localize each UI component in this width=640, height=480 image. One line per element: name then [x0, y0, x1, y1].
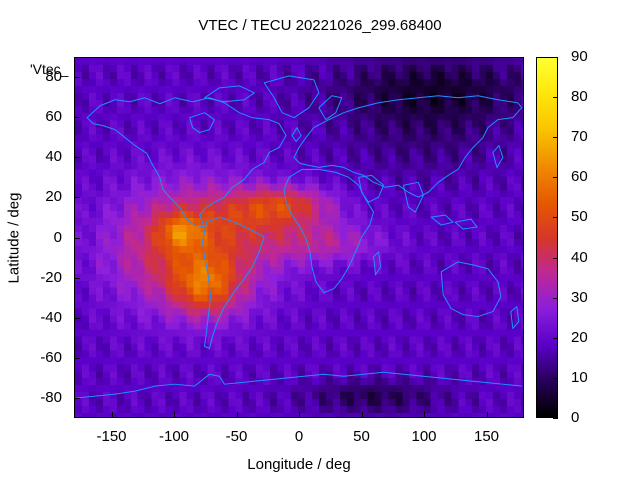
y-tick-mark: [74, 317, 80, 319]
y-tick-mark: [74, 157, 80, 159]
colorbar-tick-mark: [553, 418, 558, 419]
coastline-australia: [440, 261, 502, 318]
y-tick-label: -60: [40, 348, 62, 366]
colorbar: [536, 57, 558, 418]
x-tick-label: -50: [225, 428, 248, 445]
colorbar-tick-mark: [553, 297, 558, 299]
y-tick-mark: [74, 237, 80, 239]
y-tick-label: -40: [40, 308, 62, 326]
coastline-japan: [492, 145, 504, 168]
colorbar-tick-mark: [553, 337, 558, 339]
coastline-arabia: [358, 174, 385, 203]
y-tick-mark: [74, 197, 80, 199]
colorbar-tick-label: 40: [571, 248, 588, 266]
coastline-eurasia: [293, 95, 523, 198]
colorbar-tick-mark: [553, 137, 558, 139]
vtec-heatmap: [75, 58, 523, 417]
coastline-madagascar: [373, 251, 382, 276]
x-tick-label: -100: [158, 428, 190, 445]
coastline-india: [402, 181, 424, 213]
x-tick-label: 50: [353, 428, 370, 445]
colorbar-tick-mark: [553, 377, 558, 379]
coastline-new-zealand: [510, 306, 520, 329]
colorbar-tick-mark: [553, 57, 558, 58]
y-tick-mark: [74, 277, 80, 279]
y-tick-label: 60: [45, 108, 62, 126]
colorbar-tick-mark: [553, 97, 558, 99]
x-tick-mark: [174, 412, 175, 418]
x-tick-mark: [486, 412, 488, 418]
coastline-overlay: [75, 75, 523, 399]
coastline-arctic-islands: [204, 85, 255, 103]
colorbar-tick-label: 10: [571, 368, 588, 386]
x-tick-label: -150: [96, 428, 127, 445]
y-tick-label: 0: [53, 228, 62, 246]
x-tick-label: 150: [473, 428, 500, 445]
colorbar-tick-label: 60: [571, 168, 588, 186]
coastline-south-america: [202, 216, 265, 349]
colorbar-tick-mark: [553, 177, 558, 179]
x-tick-mark: [236, 412, 238, 418]
coastline-scandinavia: [318, 95, 343, 121]
map-plot-area: [74, 57, 524, 418]
y-tick-label: 80: [45, 68, 62, 86]
y-tick-mark: [74, 117, 80, 119]
colorbar-tick-mark: [553, 217, 558, 219]
coastline-indonesia: [430, 214, 478, 230]
colorbar-tick-label: 30: [571, 288, 588, 306]
colorbar-tick-label: 70: [571, 128, 588, 146]
y-tick-label: -80: [40, 388, 62, 406]
y-tick-label: -20: [40, 268, 62, 286]
x-tick-mark: [111, 412, 113, 418]
colorbar-tick-label: 90: [571, 48, 588, 65]
colorbar-tick-label: 50: [571, 208, 588, 226]
y-tick-label: 20: [45, 188, 62, 206]
coastline-greenland: [263, 75, 320, 119]
series-label: 'Vtec_: [30, 61, 69, 77]
x-axis-label: Longitude / deg: [247, 456, 351, 473]
y-tick-mark: [74, 77, 80, 79]
coastline-antarctica: [75, 371, 522, 399]
x-tick-mark: [299, 412, 300, 418]
coastline-uk: [291, 127, 302, 143]
y-axis-label: Latitude / deg: [5, 192, 23, 284]
colorbar-tick-label: 0: [571, 409, 580, 426]
colorbar-tick-label: 20: [571, 328, 588, 346]
chart-title: VTEC / TECU 20221026_299.68400: [198, 17, 442, 34]
x-tick-label: 100: [411, 428, 437, 445]
x-tick-mark: [424, 412, 425, 418]
y-tick-mark: [74, 357, 80, 359]
x-tick-label: 0: [294, 428, 304, 445]
y-tick-mark: [74, 397, 80, 399]
colorbar-tick-label: 80: [571, 88, 588, 106]
coastline-north-america: [86, 97, 287, 228]
coastline-africa: [283, 168, 375, 294]
colorbar-tick-mark: [553, 257, 558, 259]
y-tick-label: 40: [45, 148, 62, 166]
coastline-hudson: [189, 112, 215, 134]
x-tick-mark: [361, 412, 363, 418]
